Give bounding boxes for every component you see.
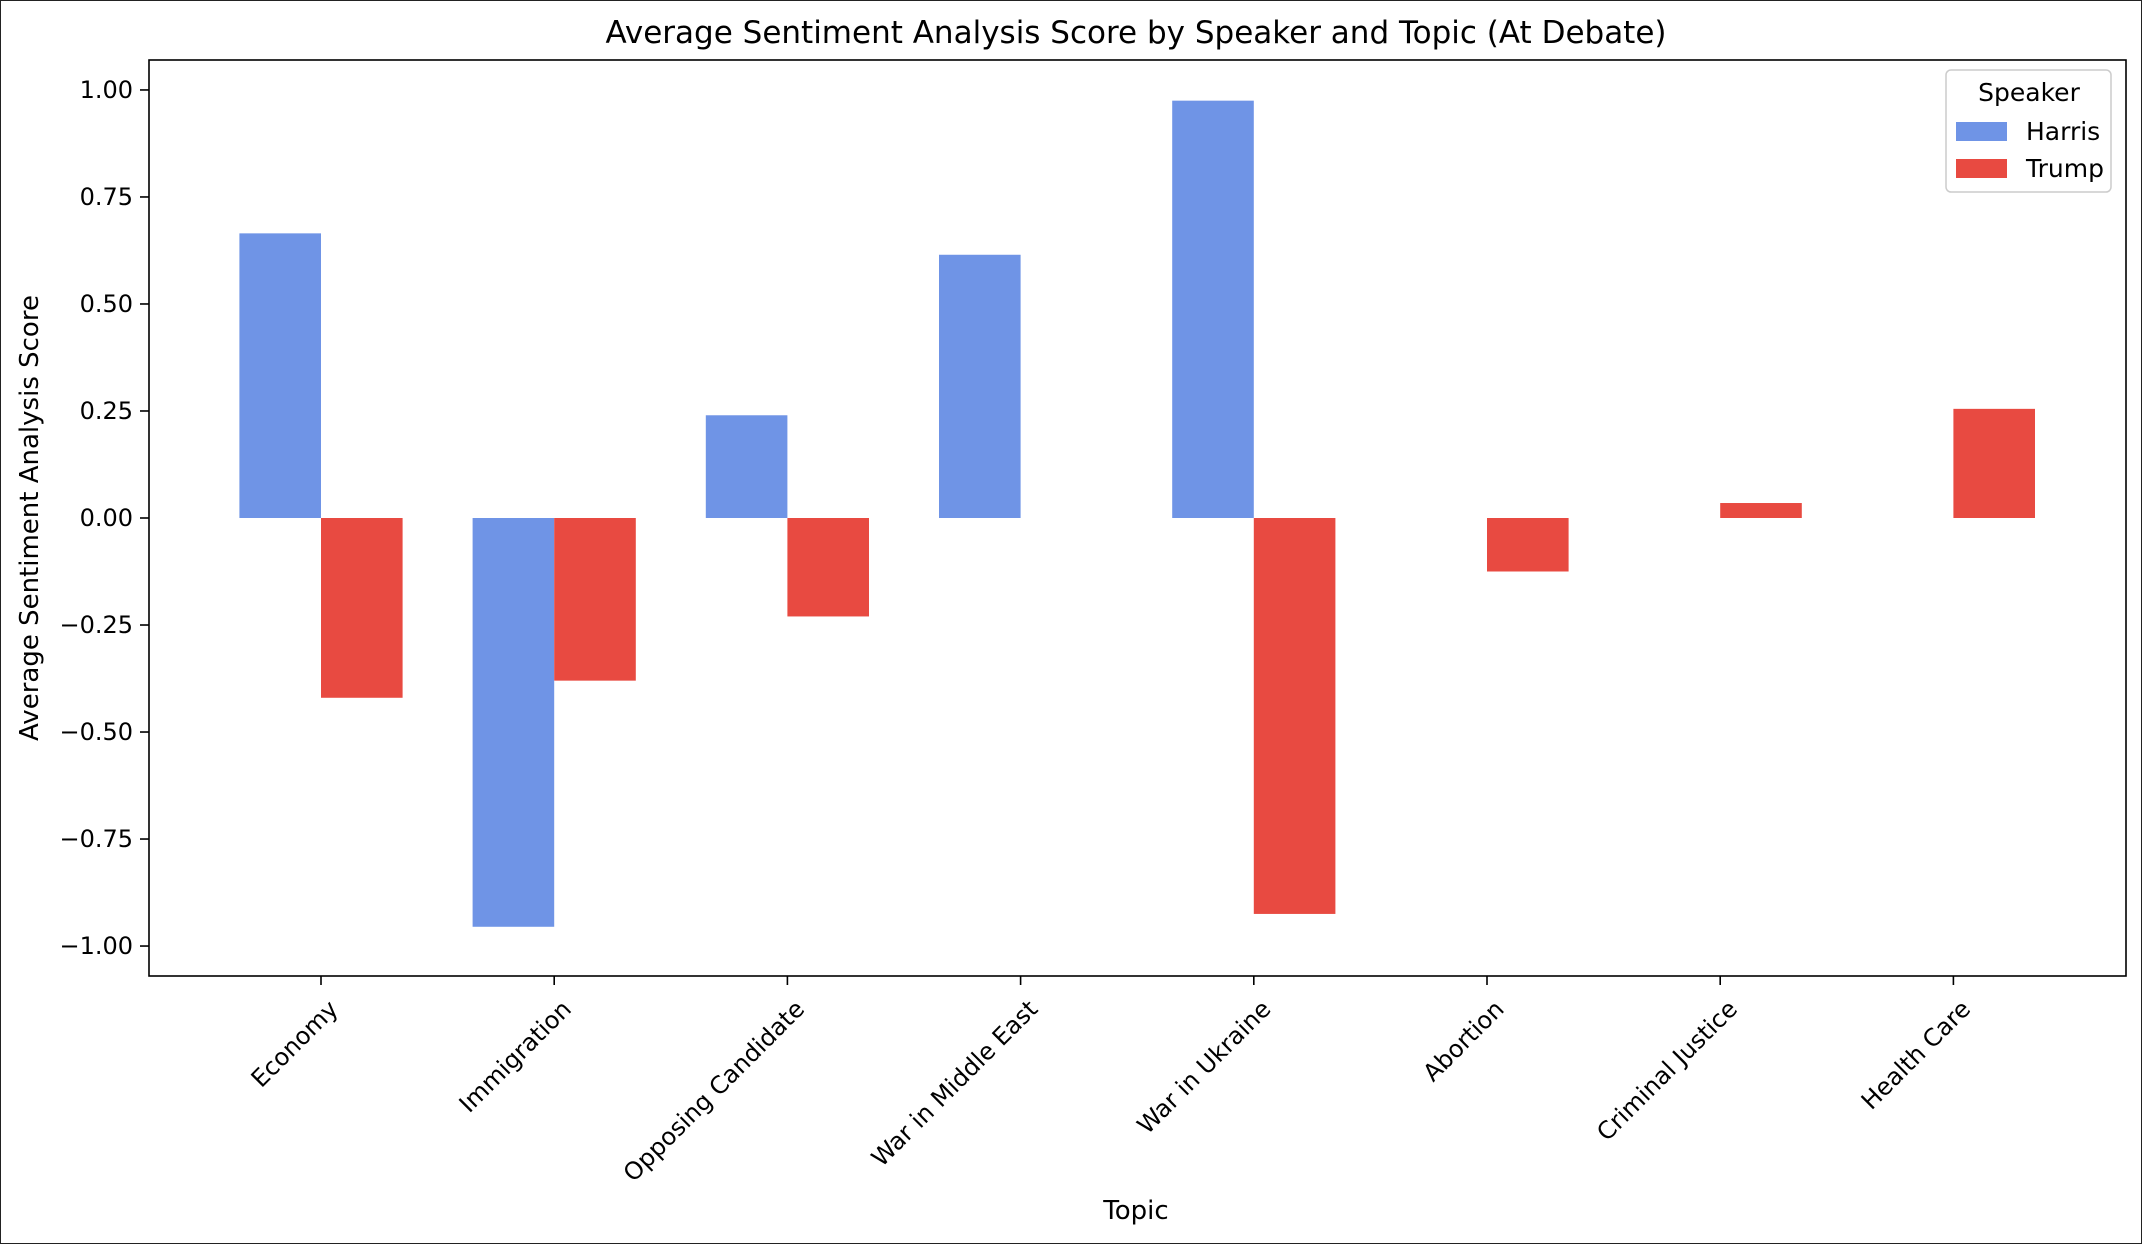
y-tick-label: 0.50 [80,290,133,318]
y-tick-label: −0.50 [59,718,133,746]
x-tick-label-opposing-candidate: Opposing Candidate [618,995,810,1187]
y-tick-label: −0.75 [59,825,133,853]
y-axis-label: Average Sentiment Analysis Score [15,295,45,741]
bar-trump-health-care [1953,408,2035,518]
y-tick-label: −1.00 [59,932,133,960]
bar-trump-war-in-ukraine [1253,518,1336,914]
chart-title: Average Sentiment Analysis Score by Spea… [605,15,1666,51]
legend-swatch-harris [1956,122,2007,141]
legend-label-trump: Trump [2025,154,2104,183]
y-axis: −1.00 −0.75 −0.50 −0.25 0.00 0.25 0.50 0.75 1.00 [59,76,149,960]
legend-label-harris: Harris [2026,117,2100,146]
y-tick-label: 1.00 [80,76,133,104]
x-tick-label-immigration: Immigration [454,995,577,1118]
x-axis-label: Topic [1102,1196,1168,1226]
x-tick-label-war-in-ukraine: War in Ukraine [1132,995,1277,1140]
x-tick-label-criminal-justice: Criminal Justice [1591,995,1743,1147]
bar-trump-immigration [554,518,636,681]
bar-harris-opposing-candidate [705,415,788,518]
bar-trump-criminal-justice [1720,503,1802,518]
bar-trump-opposing-candidate [787,518,869,617]
plot-area [148,59,2127,977]
y-tick-label: 0.75 [80,183,133,211]
legend: Speaker Harris Trump [1945,69,2112,193]
bar-harris-economy [239,233,321,519]
bar-trump-abortion [1487,518,1569,572]
bars-layer [239,100,2035,927]
y-tick-label: 0.25 [80,397,133,425]
x-axis: Economy Immigration Opposing Candidate War … [246,976,1976,1187]
legend-title: Speaker [1978,78,2080,107]
x-tick-label-abortion: Abortion [1418,995,1510,1087]
bar-harris-immigration [472,518,555,927]
legend-swatch-trump [1956,159,2007,178]
y-tick-label: 0.00 [80,504,133,532]
y-tick-label: −0.25 [59,611,133,639]
x-tick-label-economy: Economy [246,995,344,1093]
x-tick-label-war-in-middle-east: War in Middle East [866,995,1043,1172]
x-tick-label-health-care: Health Care [1856,995,1976,1115]
bar-harris-war-in-ukraine [1172,100,1254,518]
bar-harris-war-in-middle-east [939,254,1021,518]
bar-trump-economy [321,518,403,698]
